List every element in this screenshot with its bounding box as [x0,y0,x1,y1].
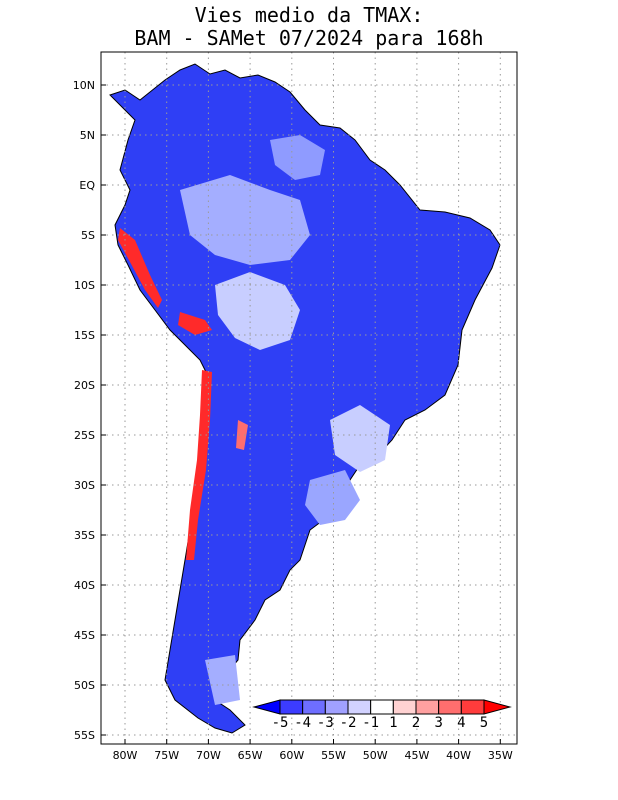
colorbar-label: 1 [389,715,397,731]
map-title-line1: Vies medio da TMAX: [194,3,424,27]
lon-tick-label: 65W [238,749,263,762]
weak-bias-uruguay [305,470,360,525]
lat-tick-label: 55S [74,729,95,742]
lat-tick-label: EQ [79,179,95,192]
lat-tick-label: 5N [80,129,95,142]
colorbar-swatch [324,699,349,715]
lon-tick-label: 40W [446,749,471,762]
lon-tick-label: 35W [488,749,513,762]
warm-bias-peru-coast [118,228,162,308]
lon-tick-label: 80W [113,749,138,762]
lat-tick-label: 35S [74,529,95,542]
colorbar-swatch [347,699,372,715]
colorbar-swatch [302,699,326,715]
colorbar-right-arrow [483,699,512,715]
lat-tick-label: 10N [73,79,95,92]
colorbar-swatch [460,699,485,715]
lat-tick-label: 20S [74,379,95,392]
longitude-axis: 80W 75W 70W 65W 60W 55W 50W 45W 40W 35W [113,739,513,762]
colorbar-label: -4 [294,715,311,731]
lon-tick-label: 50W [363,749,388,762]
lon-tick-label: 60W [279,749,304,762]
lat-tick-label: 25S [74,429,95,442]
lat-tick-label: 40S [74,579,95,592]
colorbar-swatch [370,699,394,715]
lat-tick-label: 30S [74,479,95,492]
colorbar-label: -1 [362,715,379,731]
colorbar-label: 5 [480,715,488,731]
colorbar: -5 -4 -3 -2 -1 1 2 3 4 5 [252,699,512,731]
colorbar-label: 3 [434,715,442,731]
colorbar-label: -5 [272,715,289,731]
lon-tick-label: 70W [196,749,221,762]
continent-layer [109,63,501,734]
colorbar-swatch [392,699,417,715]
warm-bias-andes-central [178,312,212,335]
colorbar-label: 2 [412,715,420,731]
weak-bias-bolivia [215,272,300,350]
lon-tick-label: 45W [404,749,429,762]
warm-bias-chile-north [186,370,212,560]
map-title-line2: BAM - SAMet 07/2024 para 168h [134,26,484,50]
colorbar-swatch [415,699,440,715]
warm-bias-chile-inland [236,420,248,450]
lon-tick-label: 75W [154,749,179,762]
lat-tick-label: 45S [74,629,95,642]
colorbar-swatch [279,699,304,715]
colorbar-label: 4 [457,715,465,731]
weak-bias-patagonia [205,655,240,705]
latitude-axis: 10N 5N EQ 5S 10S 15S 20S 25S 30S 35S 40S 45S 50S 55S [73,79,106,742]
lat-tick-label: 10S [74,279,95,292]
lat-tick-label: 15S [74,329,95,342]
weak-bias-guianas [270,135,325,180]
weak-bias-amazon [180,175,310,265]
lon-tick-label: 55W [321,749,346,762]
lat-tick-label: 50S [74,679,95,692]
colorbar-label: -3 [317,715,334,731]
plot-frame [100,51,518,745]
lat-tick-label: 5S [81,229,95,242]
colorbar-label: -2 [340,715,357,731]
colorbar-swatch [438,699,462,715]
graticule [101,52,517,744]
